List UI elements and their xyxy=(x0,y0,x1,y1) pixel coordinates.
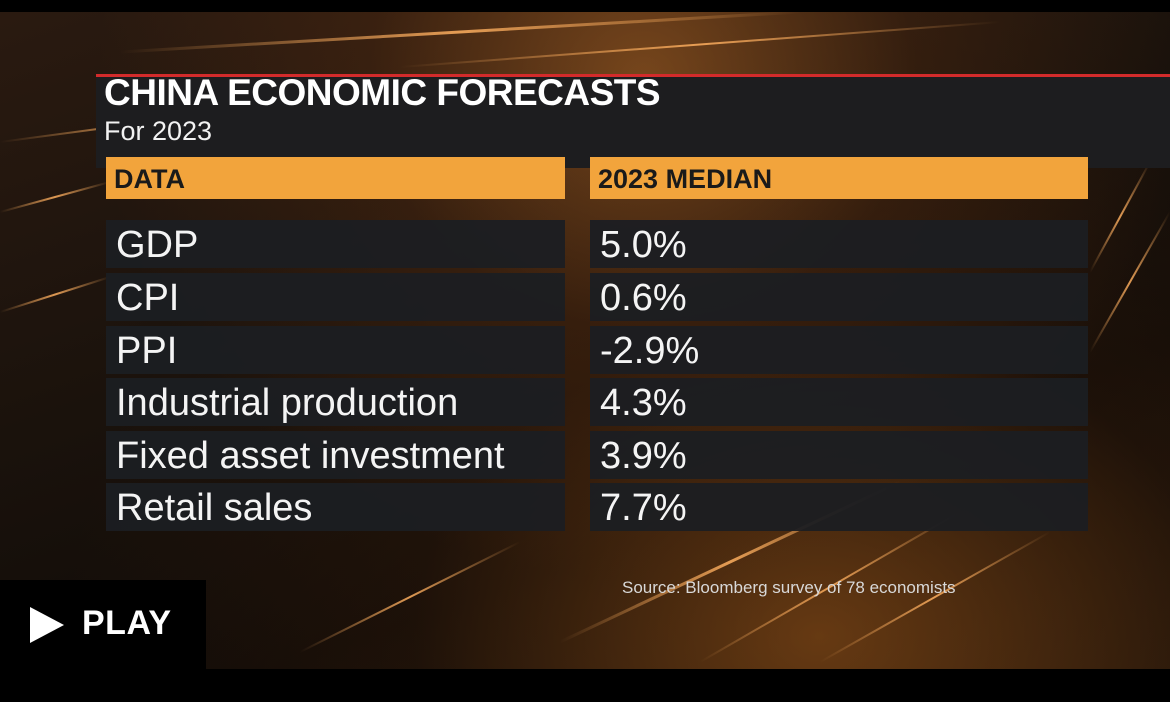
table-row-label: Retail sales xyxy=(106,483,565,531)
table-row-label: Fixed asset investment xyxy=(106,431,565,479)
play-label: PLAY xyxy=(82,604,172,642)
table-row-value: 0.6% xyxy=(590,273,1088,321)
graphic-title: CHINA ECONOMIC FORECASTS xyxy=(104,72,661,113)
play-icon xyxy=(30,607,64,643)
letterbox-bottom xyxy=(0,669,1170,702)
table-row-label: GDP xyxy=(106,220,565,268)
column-header-median: 2023 MEDIAN xyxy=(590,157,1088,199)
play-button[interactable]: PLAY xyxy=(0,580,206,670)
table-row-value: -2.9% xyxy=(590,326,1088,374)
table-row-value: 7.7% xyxy=(590,483,1088,531)
graphic-header-panel xyxy=(96,74,1170,168)
table-row-label: CPI xyxy=(106,273,565,321)
table-row-value: 5.0% xyxy=(590,220,1088,268)
column-header-data: DATA xyxy=(106,157,565,199)
table-row-value: 3.9% xyxy=(590,431,1088,479)
table-row-label: Industrial production xyxy=(106,378,565,426)
letterbox-top xyxy=(0,0,1170,12)
table-row-label: PPI xyxy=(106,326,565,374)
graphic-subtitle: For 2023 xyxy=(104,116,213,146)
table-row-value: 4.3% xyxy=(590,378,1088,426)
source-note: Source: Bloomberg survey of 78 economist… xyxy=(622,578,956,597)
